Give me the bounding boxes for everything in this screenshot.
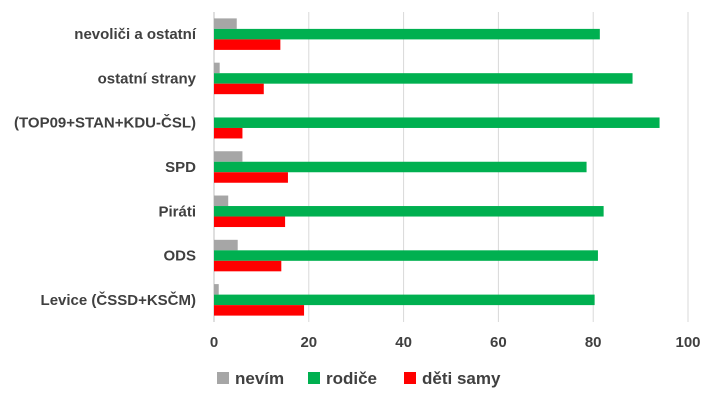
bar	[214, 206, 604, 217]
category-label: nevoliči a ostatní	[74, 26, 197, 43]
bar	[214, 117, 660, 128]
bar	[214, 216, 286, 228]
legend-label: děti samy	[422, 369, 501, 388]
bar	[214, 83, 264, 95]
legend: nevím rodiče děti samy	[217, 369, 501, 388]
category-label: Piráti	[158, 203, 196, 220]
x-tick-label: 100	[675, 334, 700, 351]
bar	[214, 73, 633, 84]
category-label: Levice (ČSSD+KSČM)	[41, 291, 196, 309]
bar	[214, 260, 282, 272]
bar	[214, 195, 229, 207]
bar	[214, 294, 595, 306]
bar	[214, 151, 243, 162]
category-label: ODS	[163, 248, 196, 265]
category-label: ostatní strany	[98, 70, 197, 87]
x-axis-tick-labels: 0 20 40 60 80 100	[210, 334, 701, 351]
bars	[214, 18, 660, 316]
category-labels: nevoliči a ostatní ostatní strany (TOP09+S…	[14, 26, 197, 309]
bar	[214, 28, 600, 40]
bar	[214, 284, 219, 295]
bar	[214, 18, 237, 29]
bar	[214, 172, 288, 183]
bar	[214, 161, 587, 173]
category-label: (TOP09+STAN+KDU-ČSL)	[14, 114, 196, 132]
legend-label: nevím	[235, 369, 284, 388]
bar	[214, 39, 281, 50]
x-tick-label: 20	[300, 334, 317, 351]
legend-swatch	[404, 372, 416, 384]
x-tick-label: 0	[210, 334, 218, 351]
category-label: SPD	[165, 159, 196, 176]
bar	[214, 239, 238, 251]
legend-swatch	[217, 372, 229, 384]
bar	[214, 305, 305, 316]
legend-swatch	[308, 372, 320, 384]
bar	[214, 127, 243, 139]
bar	[214, 62, 220, 74]
x-tick-label: 40	[395, 334, 412, 351]
x-tick-label: 60	[490, 334, 507, 351]
x-tick-label: 80	[585, 334, 602, 351]
legend-label: rodiče	[326, 369, 377, 388]
bar	[214, 250, 598, 261]
